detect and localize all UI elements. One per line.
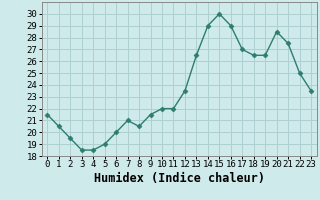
X-axis label: Humidex (Indice chaleur): Humidex (Indice chaleur) (94, 172, 265, 185)
